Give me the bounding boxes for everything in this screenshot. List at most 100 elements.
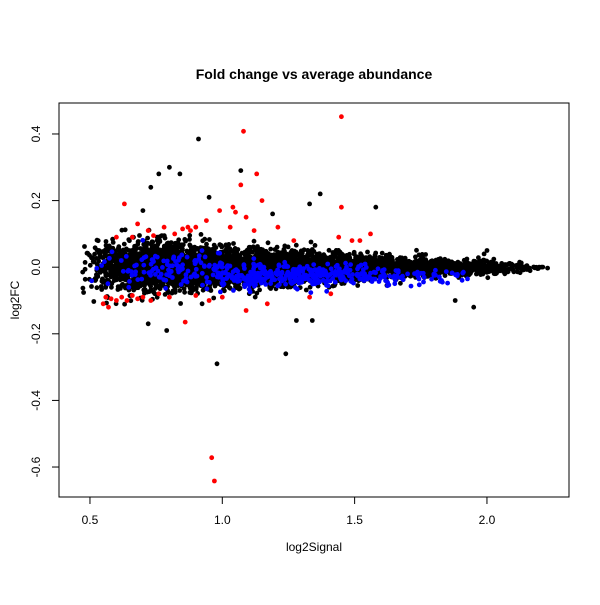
highlighted-features-point <box>277 276 282 282</box>
all-features-point <box>214 361 220 367</box>
highlighted-features-point <box>412 271 417 276</box>
all-features-point <box>203 268 209 274</box>
all-features-point <box>238 265 243 271</box>
highlighted-features-point <box>214 274 220 280</box>
all-features-point <box>423 252 428 257</box>
significant-features-point <box>129 234 135 240</box>
highlighted-features-point <box>109 249 115 255</box>
all-features-point <box>521 266 526 271</box>
highlighted-features-point <box>141 255 147 260</box>
highlighted-features-point <box>311 262 317 267</box>
highlighted-features-point <box>325 261 331 267</box>
all-features-point <box>129 255 135 261</box>
all-features-point <box>96 248 102 253</box>
highlighted-features-point <box>291 266 296 272</box>
highlighted-features-point <box>333 269 338 274</box>
highlighted-features-point <box>135 277 141 282</box>
highlighted-features-point <box>193 266 199 272</box>
all-features-point <box>293 242 299 248</box>
all-features-point <box>177 288 183 293</box>
highlighted-features-point <box>421 279 426 285</box>
significant-features-point <box>368 231 373 237</box>
all-features-point <box>231 241 236 246</box>
highlighted-features-point <box>164 272 170 277</box>
all-features-point <box>238 168 244 174</box>
highlighted-features-point <box>210 272 216 278</box>
all-features-point <box>109 270 115 275</box>
highlighted-features-point <box>421 274 427 280</box>
all-features-point <box>149 239 155 245</box>
significant-features-point <box>100 301 106 307</box>
all-features-point <box>283 351 289 357</box>
y-axis-label: log2FC <box>8 280 22 319</box>
all-features-point <box>198 232 204 237</box>
highlighted-features-point <box>178 267 183 273</box>
all-features-point <box>423 264 428 269</box>
all-features-point <box>173 240 179 246</box>
highlighted-features-point <box>204 286 210 292</box>
highlighted-features-point <box>120 268 126 274</box>
all-features-point <box>337 256 343 262</box>
highlighted-features-point <box>327 278 333 284</box>
all-features-point <box>92 276 98 281</box>
significant-features-point <box>151 233 156 239</box>
highlighted-features-point <box>465 276 470 282</box>
highlighted-features-point <box>312 281 318 287</box>
all-features-point <box>481 257 486 263</box>
all-features-point <box>266 262 272 268</box>
all-features-point <box>103 272 109 278</box>
all-features-point <box>471 304 477 310</box>
all-features-point <box>149 250 155 256</box>
significant-features-point <box>209 455 215 461</box>
highlighted-features-point <box>285 264 291 269</box>
highlighted-features-point <box>392 273 397 279</box>
highlighted-features-point <box>234 273 240 279</box>
all-features-point <box>228 248 234 254</box>
all-features-point <box>197 278 203 283</box>
highlighted-features-point <box>183 272 189 278</box>
highlighted-features-point <box>461 269 466 275</box>
all-features-point <box>355 283 361 288</box>
highlighted-features-point <box>437 274 442 280</box>
all-features-point <box>372 253 378 259</box>
all-features-point <box>152 281 158 286</box>
highlighted-features-point <box>263 282 269 287</box>
all-features-point <box>413 254 418 260</box>
highlighted-features-point <box>298 274 304 279</box>
highlighted-features-point <box>274 272 280 277</box>
all-features-point <box>211 295 217 301</box>
all-features-point <box>113 255 119 261</box>
all-features-point <box>308 239 314 245</box>
highlighted-features-point <box>282 259 288 265</box>
all-features-point <box>459 263 465 269</box>
highlighted-features-point <box>164 258 170 264</box>
highlighted-features-point <box>192 271 198 277</box>
all-features-point <box>258 249 263 254</box>
all-features-point <box>272 262 277 267</box>
significant-features-point <box>259 198 265 204</box>
all-features-point <box>208 254 214 260</box>
all-features-point <box>204 246 210 252</box>
all-features-point <box>333 248 339 253</box>
all-features-point <box>181 286 187 292</box>
all-features-point <box>112 258 118 264</box>
all-features-point <box>321 254 327 260</box>
significant-features-point <box>339 114 344 120</box>
highlighted-features-point <box>281 264 287 269</box>
highlighted-features-point <box>184 254 190 260</box>
all-features-point <box>476 255 481 261</box>
all-features-point <box>80 285 86 291</box>
highlighted-features-point <box>306 266 312 272</box>
all-features-point <box>384 254 390 259</box>
all-features-point <box>301 247 307 253</box>
highlighted-features-point <box>305 276 311 282</box>
all-features-point <box>464 263 470 269</box>
highlighted-features-point <box>454 273 460 279</box>
highlighted-features-point <box>348 262 353 267</box>
all-features-point <box>545 265 550 271</box>
significant-features-point <box>103 294 109 300</box>
all-features-point <box>452 298 458 303</box>
highlighted-features-point <box>343 260 348 266</box>
all-features-point <box>182 289 188 295</box>
